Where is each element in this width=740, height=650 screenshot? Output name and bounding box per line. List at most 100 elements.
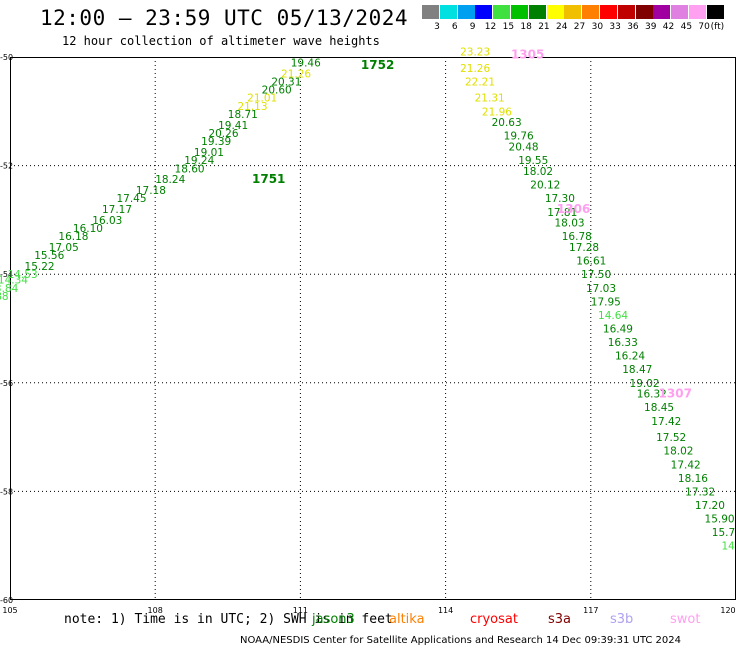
track-id-label: 1306: [557, 202, 590, 216]
footer-note: note: 1) Time is in UTC; 2) SWH is in fe…: [64, 612, 393, 627]
wave-height-label: 18.16: [678, 473, 708, 485]
wave-height-label: 21.96: [482, 106, 512, 118]
wave-height-label: 14.64: [598, 310, 628, 322]
wave-height-label: 20.60: [262, 85, 292, 97]
wave-height-label: 21.01: [247, 93, 277, 105]
wave-height-label: 12.88: [0, 291, 9, 303]
wave-height-label: 16.33: [608, 337, 638, 349]
wave-height-label: 16.18: [58, 231, 88, 243]
wave-height-label: 19.01: [194, 147, 224, 159]
wave-height-label: 17.81: [547, 207, 577, 219]
color-swatch: [457, 5, 475, 19]
wave-height-label: 16.03: [92, 215, 122, 227]
wave-height-label: 18.45: [644, 402, 674, 414]
latitude-tick-label: -58: [0, 487, 13, 496]
longitude-tick-label: 114: [438, 606, 453, 615]
color-swatch: [439, 5, 457, 19]
longitude-tick-label: 111: [293, 606, 308, 615]
wave-height-label: 18.71: [228, 109, 258, 121]
map-plot-area: [10, 57, 736, 600]
mission-legend-swot: swot: [670, 612, 701, 627]
wave-height-label: 17.20: [695, 500, 725, 512]
color-swatch: [493, 5, 511, 19]
wave-height-label: 19.55: [518, 155, 548, 167]
wave-height-label: 20.63: [492, 117, 522, 129]
color-swatch: [511, 5, 528, 19]
wave-height-label: 18.03: [555, 218, 585, 230]
color-scale-label: 6: [451, 22, 458, 32]
wave-height-label: 16.10: [73, 223, 103, 235]
wave-height-label: 19.41: [218, 120, 248, 132]
color-scale-label: 30: [591, 22, 604, 32]
color-swatch: [653, 5, 671, 19]
mission-legend-altika: altika: [389, 612, 425, 627]
wave-height-label: 19.39: [201, 136, 231, 148]
wave-height-label: 21.13: [237, 101, 267, 113]
latitude-tick-label: -50: [0, 53, 13, 62]
mission-legend-s3b: s3b: [610, 612, 634, 627]
wave-height-label: 22.21: [465, 76, 495, 88]
wave-height-label: 23.23: [460, 47, 490, 59]
wave-height-label: 18.24: [155, 174, 185, 186]
wave-height-label: 17.50: [581, 269, 611, 281]
wave-height-label: 17.18: [136, 185, 166, 197]
wave-height-label: 17.52: [656, 432, 686, 444]
credit-line: NOAA/NESDIS Center for Satellite Applica…: [240, 635, 682, 646]
color-swatch: [706, 5, 724, 19]
wave-height-label: 14.34: [0, 275, 28, 287]
wave-height-label: 20.48: [509, 142, 539, 154]
color-swatch: [546, 5, 564, 19]
wave-height-label: 16.32: [637, 389, 667, 401]
wave-height-label: 15.22: [25, 261, 55, 273]
color-swatch: [422, 5, 439, 19]
wave-height-label: 15.7: [712, 527, 735, 539]
map-title: 12:00 – 23:59 UTC 05/13/2024: [40, 6, 409, 30]
latitude-tick-label: -54: [0, 270, 13, 279]
color-scale-label: 45: [680, 22, 693, 32]
color-scale-label: 3: [434, 22, 440, 32]
wave-height-label: 21.31: [475, 93, 505, 105]
wave-height-label: 17.42: [651, 416, 681, 428]
color-scale-label: 39: [645, 22, 657, 32]
track-id-label: 1307: [659, 387, 692, 401]
wave-height-label: 18.60: [175, 163, 205, 175]
wave-height-label: 17.95: [591, 296, 621, 308]
wave-height-label: 17.45: [116, 193, 146, 205]
color-scale-label: 36: [627, 22, 639, 32]
wave-height-label: 20.26: [208, 128, 238, 140]
color-scale-label: 42: [662, 22, 675, 32]
mission-legend-cryosat: cryosat: [470, 612, 518, 627]
wave-height-label: 19.46: [291, 57, 321, 69]
track-id-label: 1751: [252, 172, 285, 186]
color-scale-label: 70: [698, 22, 710, 32]
wave-height-label: 15.90: [705, 514, 735, 526]
color-scale-label: 9: [469, 22, 476, 32]
wave-height-label: 17.42: [671, 459, 701, 471]
wave-height-label: 14.53: [8, 269, 38, 281]
wave-height-label: 18.47: [622, 364, 652, 376]
color-swatch: [635, 5, 653, 19]
latitude-tick-label: -52: [0, 162, 13, 171]
wave-height-label: 19.02: [630, 378, 660, 390]
latitude-tick-label: -56: [0, 379, 13, 388]
color-scale-label: 12: [484, 22, 497, 32]
color-swatch: [671, 5, 689, 19]
wave-height-label: 18.02: [523, 166, 553, 178]
longitude-tick-label: 108: [148, 606, 163, 615]
color-scale-label: 24: [556, 22, 568, 32]
color-scale-label: 21: [538, 22, 550, 32]
color-swatch: [689, 5, 706, 19]
wave-height-label: 15.56: [34, 250, 64, 262]
color-scale-unit: (ft): [710, 22, 725, 32]
wave-height-label: 17.30: [545, 193, 575, 205]
color-scale-label: 15: [502, 22, 515, 32]
color-swatch: [528, 5, 546, 19]
wave-height-label: 20.12: [530, 180, 560, 192]
longitude-tick-label: 105: [2, 606, 17, 615]
color-swatch: [564, 5, 582, 19]
wave-height-label: 17.03: [586, 283, 616, 295]
mission-legend-s3a: s3a: [548, 612, 572, 627]
longitude-tick-label: 117: [583, 606, 598, 615]
longitude-tick-label: 120: [720, 606, 735, 615]
